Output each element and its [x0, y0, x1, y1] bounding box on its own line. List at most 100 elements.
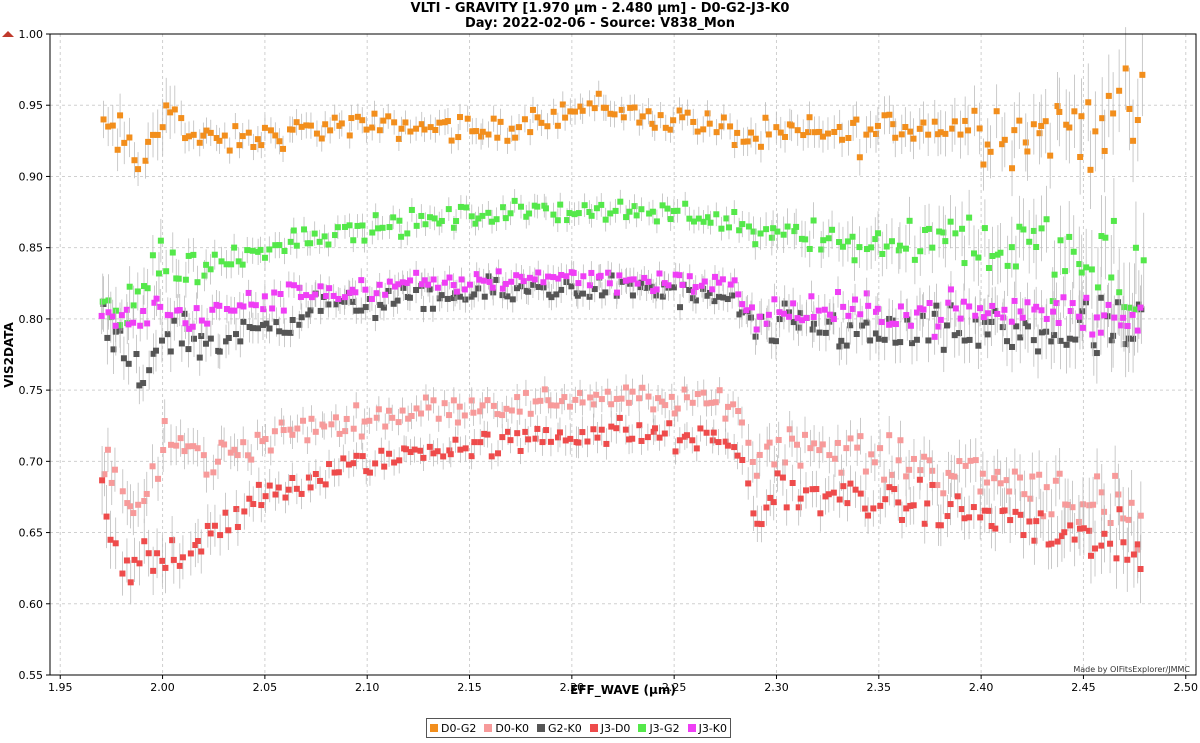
data-point [254, 431, 261, 438]
data-point [648, 283, 655, 290]
data-point [1057, 337, 1064, 344]
data-point [627, 276, 634, 283]
data-point [603, 440, 610, 447]
data-point [898, 516, 905, 523]
data-point [332, 232, 339, 239]
data-point [1001, 306, 1008, 313]
data-point [817, 510, 824, 517]
data-point [857, 490, 864, 497]
data-point [676, 272, 683, 279]
data-point [385, 113, 392, 120]
data-point [1016, 117, 1023, 124]
data-point [594, 434, 601, 441]
data-point [535, 269, 542, 276]
data-point [1083, 264, 1090, 271]
data-point [479, 128, 486, 135]
data-point [489, 218, 496, 225]
data-point [839, 136, 846, 143]
data-point [289, 474, 296, 481]
data-point [667, 126, 674, 133]
data-point [1132, 244, 1139, 251]
data-point [867, 337, 874, 344]
data-point [353, 307, 360, 314]
data-point [720, 294, 727, 301]
data-point [668, 393, 675, 400]
data-point [389, 414, 396, 421]
data-point [120, 355, 127, 362]
data-point [608, 272, 615, 279]
legend-label: J3-G2 [649, 721, 680, 735]
data-point [952, 305, 959, 312]
data-point [957, 131, 964, 138]
data-point [436, 295, 443, 302]
data-point [269, 305, 276, 312]
data-point [123, 306, 130, 313]
x-tick-label: 2.50 [1174, 681, 1199, 694]
data-point [868, 244, 875, 251]
data-point [117, 112, 124, 119]
plot-up-arrow-icon[interactable] [2, 31, 14, 37]
data-point [729, 292, 736, 299]
x-tick-label: 1.95 [48, 681, 73, 694]
data-point [236, 302, 243, 309]
data-point [718, 123, 725, 130]
data-point [672, 271, 679, 278]
data-point [1098, 489, 1105, 496]
data-point [852, 486, 859, 493]
data-point [350, 237, 357, 244]
data-point [169, 249, 176, 256]
data-point [396, 457, 403, 464]
data-point [192, 542, 199, 549]
data-point [909, 340, 916, 347]
data-point [943, 322, 950, 329]
data-point [1003, 477, 1010, 484]
data-point [341, 298, 348, 305]
data-point [126, 134, 133, 141]
data-point [980, 314, 987, 321]
data-point [1078, 113, 1085, 120]
data-point [307, 307, 314, 314]
data-point [214, 458, 221, 465]
y-tick-label: 0.55 [19, 669, 44, 682]
data-point [977, 488, 984, 495]
data-point [236, 142, 243, 149]
data-point [307, 240, 314, 247]
data-point [353, 402, 360, 409]
data-point [926, 300, 933, 307]
data-point [321, 423, 328, 430]
data-point [494, 411, 501, 418]
data-point [695, 215, 702, 222]
data-point [1050, 308, 1057, 315]
data-point [167, 348, 174, 355]
data-point [1042, 118, 1049, 125]
data-point [422, 394, 429, 401]
data-point [587, 394, 594, 401]
data-point [362, 286, 369, 293]
data-point [189, 323, 196, 330]
data-point [445, 206, 452, 213]
data-point [1086, 527, 1093, 534]
data-point [211, 522, 218, 529]
data-point [626, 208, 633, 215]
data-point [1057, 237, 1064, 244]
data-point [818, 246, 825, 253]
data-point [143, 490, 150, 497]
data-point [155, 475, 162, 482]
data-point [153, 295, 160, 302]
data-point [227, 449, 234, 456]
data-point [298, 123, 305, 130]
data-point [1116, 289, 1123, 296]
legend-swatch [484, 724, 493, 732]
data-point [171, 106, 178, 113]
data-point [261, 293, 268, 300]
data-point [815, 307, 822, 314]
data-point [522, 389, 529, 396]
data-point [724, 296, 731, 303]
data-point [1097, 329, 1104, 336]
data-point [700, 218, 707, 225]
data-point [802, 236, 809, 243]
data-point [111, 466, 118, 473]
data-point [375, 406, 382, 413]
data-point [403, 446, 410, 453]
data-point [656, 434, 663, 441]
